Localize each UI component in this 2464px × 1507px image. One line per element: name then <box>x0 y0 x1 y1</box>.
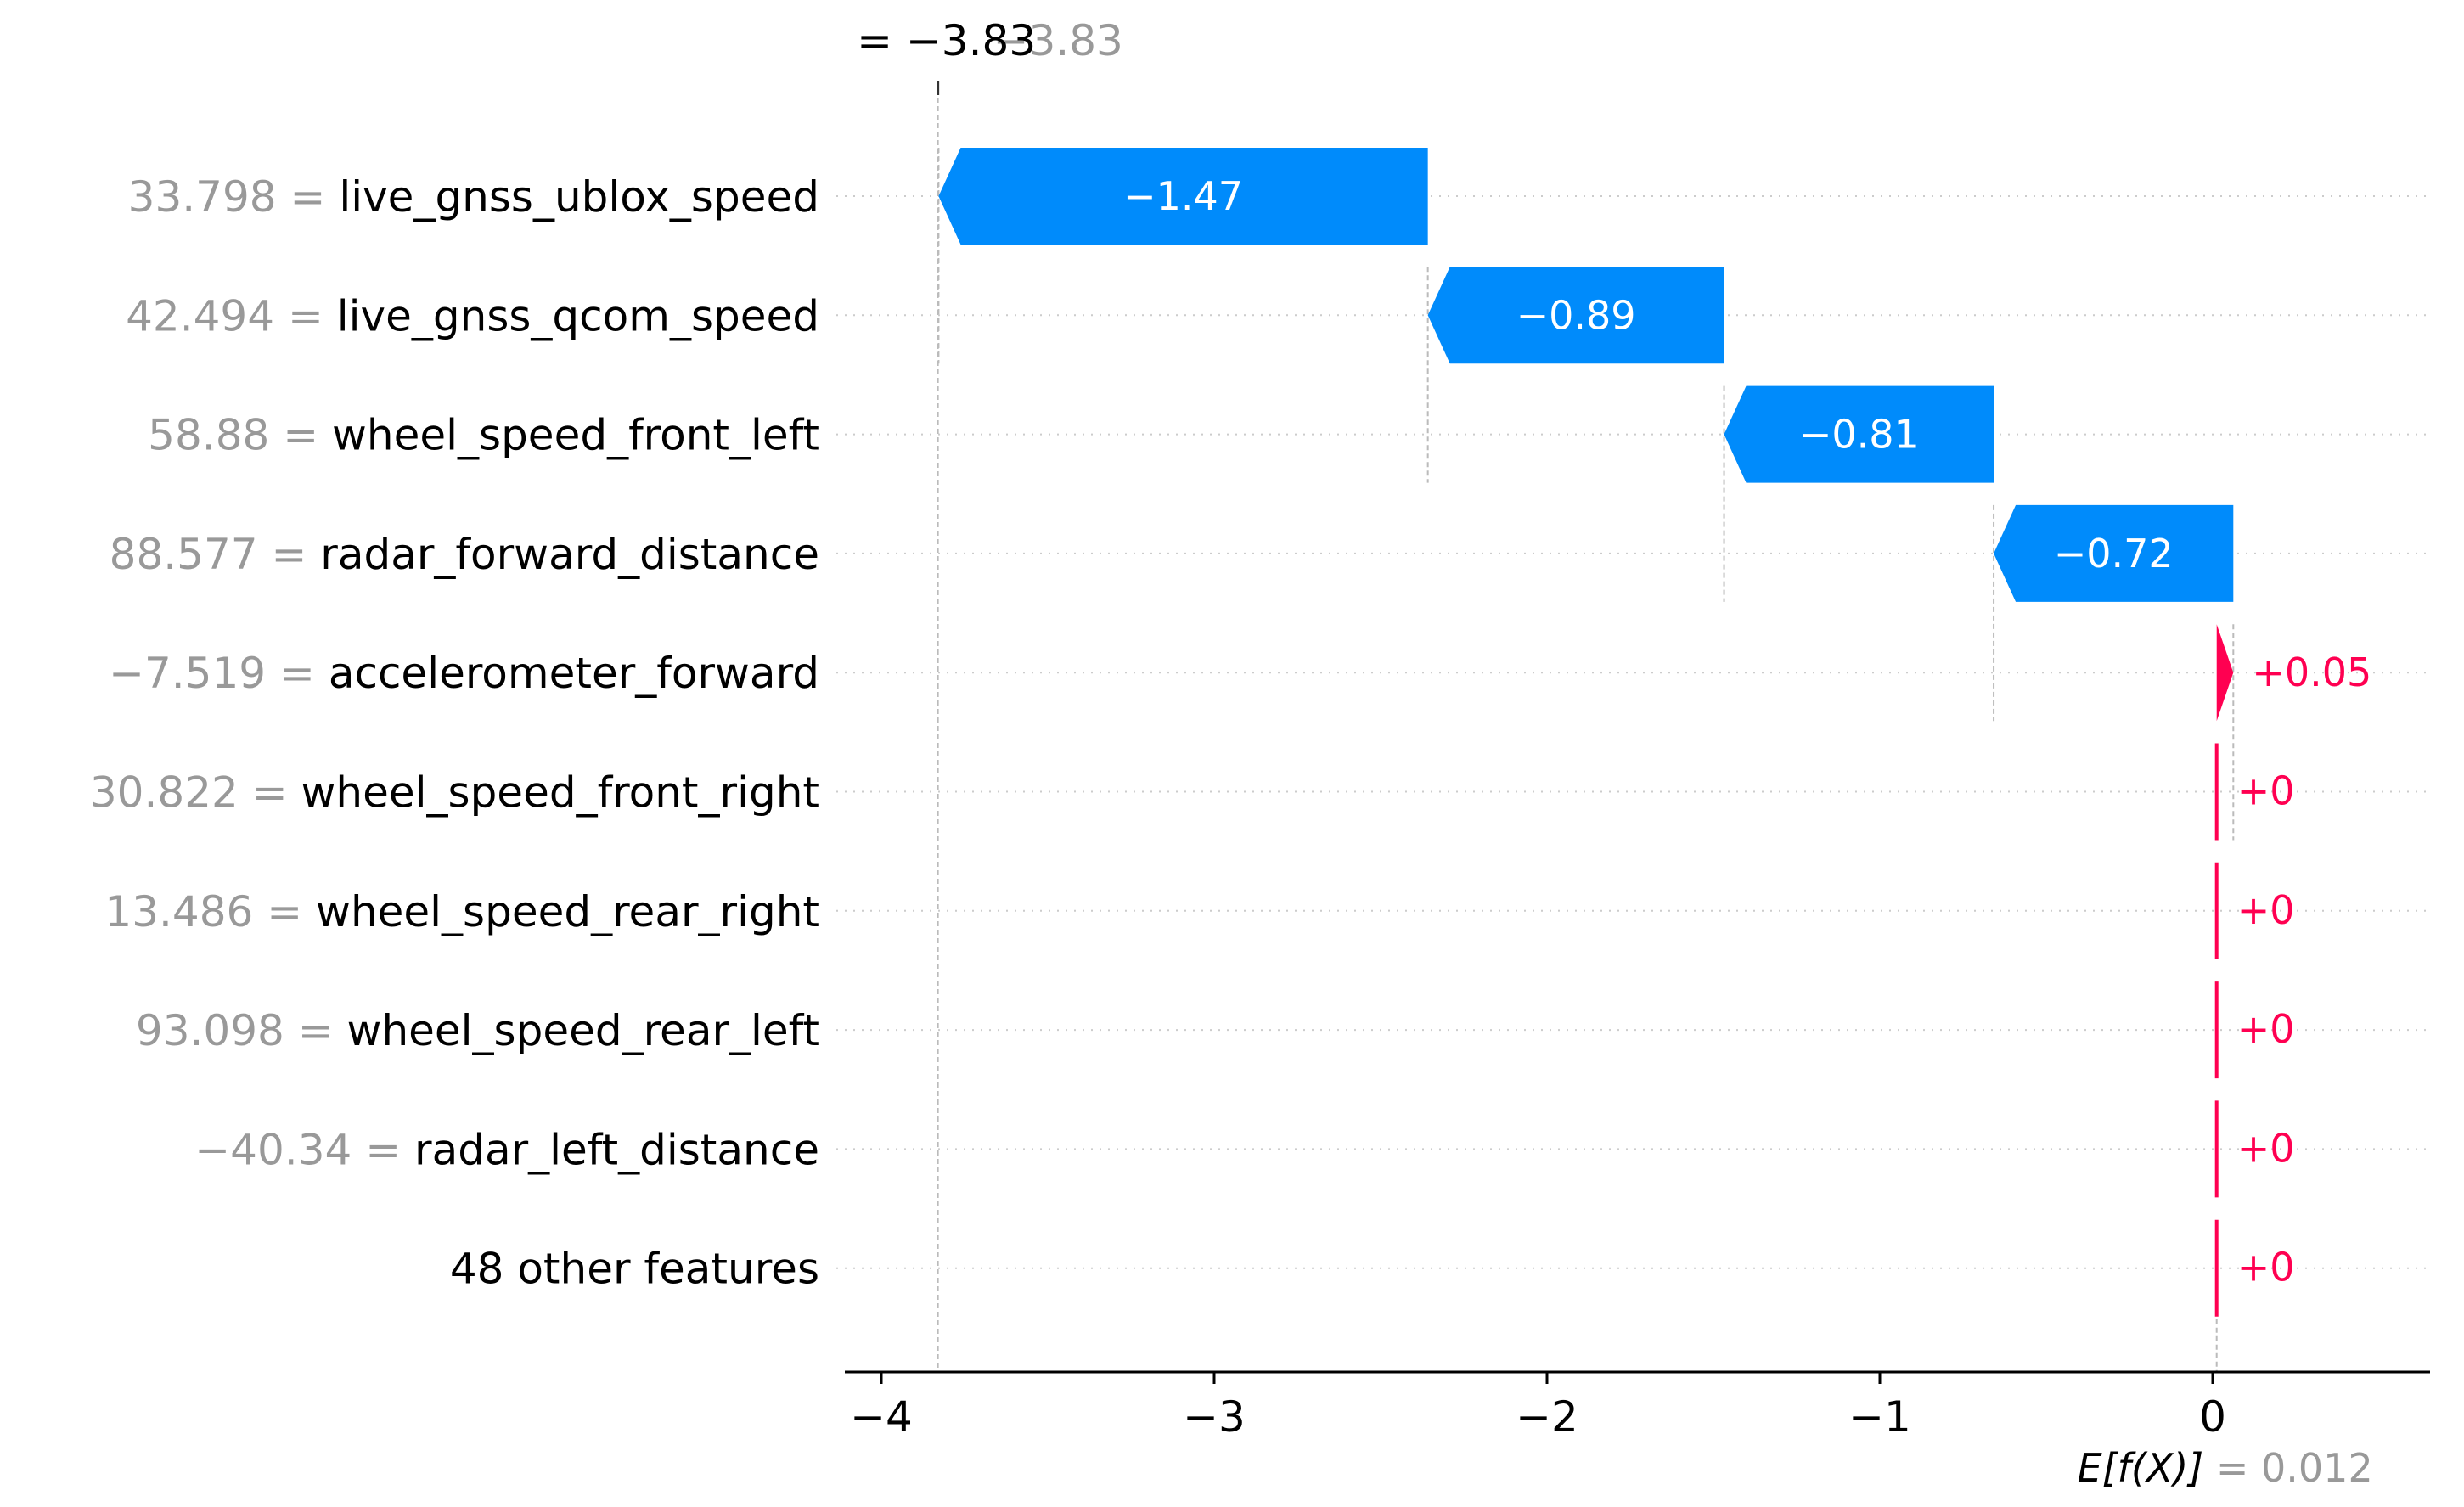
base-value-label: E[f(X)] = 0.012 <box>2078 1445 2373 1491</box>
contribution-label: −0.81 <box>1799 412 1919 458</box>
contribution-bar <box>1427 267 1724 364</box>
feature-name: wheel_speed_front_left <box>332 411 819 460</box>
feature-label: 42.494 = live_gnss_qcom_speed <box>126 291 819 340</box>
x-tick-label: −2 <box>1516 1392 1578 1442</box>
x-tick-label: 0 <box>2199 1392 2226 1442</box>
base-value-number: = 0.012 <box>2216 1445 2373 1491</box>
contribution-label: +0 <box>2237 1006 2295 1052</box>
feature-label: 13.486 = wheel_speed_rear_right <box>104 887 819 936</box>
feature-value: 13.486 = <box>104 887 302 936</box>
contribution-label: +0.05 <box>2252 649 2371 695</box>
bar-layer: −1.47 −0.89 −0.81 −0.72 +0.05 +0 +0 +0 +0 +0 <box>938 148 2371 1317</box>
feature-label: 30.822 = wheel_speed_front_right <box>90 768 819 818</box>
contribution-bar <box>1724 385 1994 483</box>
feature-value: −7.519 = <box>109 649 315 698</box>
connector-layer <box>937 81 2235 1372</box>
feature-name: wheel_speed_front_right <box>301 768 819 818</box>
feature-name: wheel_speed_rear_left <box>347 1006 819 1055</box>
feature-value: −40.34 = <box>194 1125 401 1174</box>
contribution-label: −0.72 <box>2054 531 2174 576</box>
feature-label: 88.577 = radar_forward_distance <box>110 530 819 579</box>
feature-value: 30.822 = <box>90 768 288 818</box>
feature-spacer <box>302 887 316 936</box>
feature-spacer <box>288 768 301 818</box>
feature-spacer <box>315 649 329 698</box>
contribution-label: −1.47 <box>1123 173 1243 219</box>
feature-spacer <box>401 1125 414 1174</box>
base-value-spacer <box>2203 1445 2216 1491</box>
feature-label: 33.798 = live_gnss_ublox_speed <box>128 172 819 222</box>
feature-spacer <box>323 291 337 340</box>
output-value-ghost: −3.83 <box>993 16 1123 65</box>
feature-spacer <box>334 1006 347 1055</box>
feature-spacer <box>318 411 332 460</box>
contribution-bar <box>1994 504 2234 602</box>
contribution-label: +0 <box>2237 1125 2295 1171</box>
feature-name: accelerometer_forward <box>329 649 819 698</box>
base-value-name: E[f(X)] <box>2078 1445 2204 1491</box>
feature-label: 48 other features <box>450 1245 819 1294</box>
feature-name: radar_forward_distance <box>320 530 819 579</box>
x-tick-label: −1 <box>1848 1392 1911 1442</box>
feature-name: 48 other features <box>450 1245 819 1294</box>
feature-label: 93.098 = wheel_speed_rear_left <box>136 1006 819 1055</box>
contribution-bar <box>2216 624 2234 722</box>
feature-name: radar_left_distance <box>414 1125 819 1174</box>
x-tick-label: −4 <box>850 1392 913 1442</box>
output-value-label: = −3.83 <box>857 16 1036 65</box>
contribution-label: −0.89 <box>1516 292 1636 338</box>
feature-value: 33.798 = <box>128 172 326 222</box>
contribution-label: +0 <box>2237 887 2295 933</box>
contribution-label: +0 <box>2237 1245 2295 1291</box>
feature-name: live_gnss_ublox_speed <box>339 172 819 222</box>
x-tick-label: −3 <box>1183 1392 1246 1442</box>
feature-label: −40.34 = radar_left_distance <box>194 1125 819 1174</box>
contribution-bar <box>938 148 1428 245</box>
feature-value: 88.577 = <box>110 530 307 579</box>
feature-label: −7.519 = accelerometer_forward <box>109 649 819 698</box>
feature-value: 42.494 = <box>126 291 323 340</box>
feature-name: live_gnss_qcom_speed <box>337 291 819 340</box>
feature-value: 58.88 = <box>148 411 318 460</box>
feature-label-layer: 33.798 = live_gnss_ublox_speed 42.494 = l… <box>90 172 819 1294</box>
feature-name: wheel_speed_rear_right <box>316 887 819 936</box>
feature-label: 58.88 = wheel_speed_front_left <box>148 411 819 460</box>
feature-spacer <box>307 530 320 579</box>
feature-spacer <box>325 172 339 222</box>
contribution-label: +0 <box>2237 768 2295 814</box>
x-axis: −3.83= −3.83 −4 −3 −2 −1 0E[f(X)] = 0.012 <box>845 16 2430 1491</box>
feature-value: 93.098 = <box>136 1006 334 1055</box>
